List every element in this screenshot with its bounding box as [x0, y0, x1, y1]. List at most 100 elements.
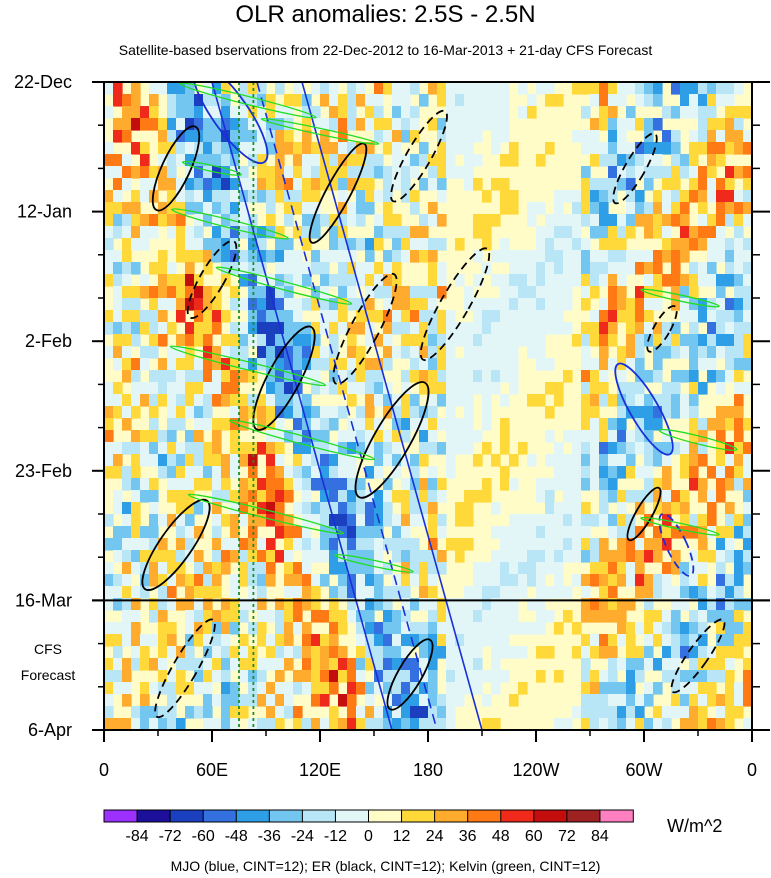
olr-cell	[554, 262, 564, 275]
olr-cell	[437, 322, 447, 335]
olr-cell	[626, 658, 636, 671]
olr-cell	[482, 310, 492, 323]
olr-cell	[239, 214, 249, 227]
olr-cell	[401, 298, 411, 311]
olr-cell	[320, 118, 330, 131]
olr-cell	[446, 646, 456, 659]
olr-cell	[491, 382, 501, 395]
olr-cell	[257, 346, 267, 359]
olr-cell	[257, 322, 267, 335]
olr-cell	[653, 166, 663, 179]
olr-cell	[158, 166, 168, 179]
olr-cell	[203, 610, 213, 623]
olr-cell	[392, 262, 402, 275]
olr-cell	[383, 202, 393, 215]
olr-cell	[365, 262, 375, 275]
wave-contour	[215, 266, 353, 305]
olr-cell	[581, 430, 591, 443]
olr-cell	[401, 94, 411, 107]
olr-cell	[590, 250, 600, 263]
olr-cell	[122, 586, 132, 599]
olr-cell	[500, 430, 510, 443]
olr-cell	[617, 610, 627, 623]
olr-cell	[167, 634, 177, 647]
olr-cell	[149, 574, 159, 587]
olr-cell	[221, 142, 231, 155]
olr-cell	[734, 574, 744, 587]
olr-cell	[725, 166, 735, 179]
olr-cell	[527, 310, 537, 323]
olr-cell	[383, 502, 393, 515]
olr-cell	[608, 442, 618, 455]
olr-cell	[419, 370, 429, 383]
olr-cell	[509, 286, 519, 299]
olr-cell	[176, 406, 186, 419]
olr-cell	[140, 382, 150, 395]
olr-cell	[716, 82, 726, 95]
olr-cell	[617, 214, 627, 227]
olr-cell	[122, 658, 132, 671]
olr-cell	[284, 118, 294, 131]
olr-cell	[257, 562, 267, 575]
olr-cell	[338, 238, 348, 251]
olr-cell	[545, 310, 555, 323]
olr-cell	[311, 166, 321, 179]
olr-cell	[743, 130, 752, 143]
olr-cell	[671, 370, 681, 383]
olr-cell	[572, 442, 582, 455]
olr-cell	[311, 202, 321, 215]
olr-cell	[743, 286, 752, 299]
olr-cell	[599, 298, 609, 311]
olr-cell	[302, 238, 312, 251]
olr-cell	[554, 394, 564, 407]
olr-cell	[356, 598, 366, 611]
olr-cell	[410, 550, 420, 563]
olr-cell	[428, 82, 438, 95]
olr-cell	[140, 526, 150, 539]
olr-cell	[626, 178, 636, 191]
olr-cell	[590, 82, 600, 95]
olr-cell	[590, 454, 600, 467]
olr-cell	[689, 550, 699, 563]
olr-cell	[518, 514, 528, 527]
olr-cell	[203, 358, 213, 371]
olr-cell	[212, 298, 222, 311]
olr-cell	[221, 166, 231, 179]
olr-cell	[716, 250, 726, 263]
olr-cell	[158, 634, 168, 647]
olr-cell	[122, 238, 132, 251]
olr-cell	[509, 598, 519, 611]
olr-cell	[536, 346, 546, 359]
olr-cell	[500, 130, 510, 143]
olr-cell	[194, 406, 204, 419]
olr-cell	[401, 394, 411, 407]
olr-cell	[644, 718, 654, 730]
olr-cell	[725, 106, 735, 119]
olr-cell	[176, 286, 186, 299]
olr-cell	[257, 250, 267, 263]
olr-cell	[500, 670, 510, 683]
olr-cell	[401, 622, 411, 635]
olr-cell	[410, 202, 420, 215]
olr-cell	[356, 442, 366, 455]
olr-cell	[284, 238, 294, 251]
olr-cell	[365, 190, 375, 203]
olr-cell	[626, 574, 636, 587]
olr-cell	[257, 598, 267, 611]
olr-cell	[320, 478, 330, 491]
olr-cell	[653, 574, 663, 587]
olr-cell	[500, 574, 510, 587]
olr-cell	[527, 622, 537, 635]
olr-cell	[590, 646, 600, 659]
olr-cell	[707, 250, 717, 263]
olr-cell	[635, 346, 645, 359]
olr-cell	[599, 646, 609, 659]
olr-cell	[608, 106, 618, 119]
olr-cell	[464, 334, 474, 347]
olr-cell	[266, 514, 276, 527]
olr-cell	[365, 106, 375, 119]
olr-cell	[617, 82, 627, 95]
olr-cell	[185, 478, 195, 491]
olr-cell	[158, 118, 168, 131]
olr-cell	[167, 82, 177, 95]
